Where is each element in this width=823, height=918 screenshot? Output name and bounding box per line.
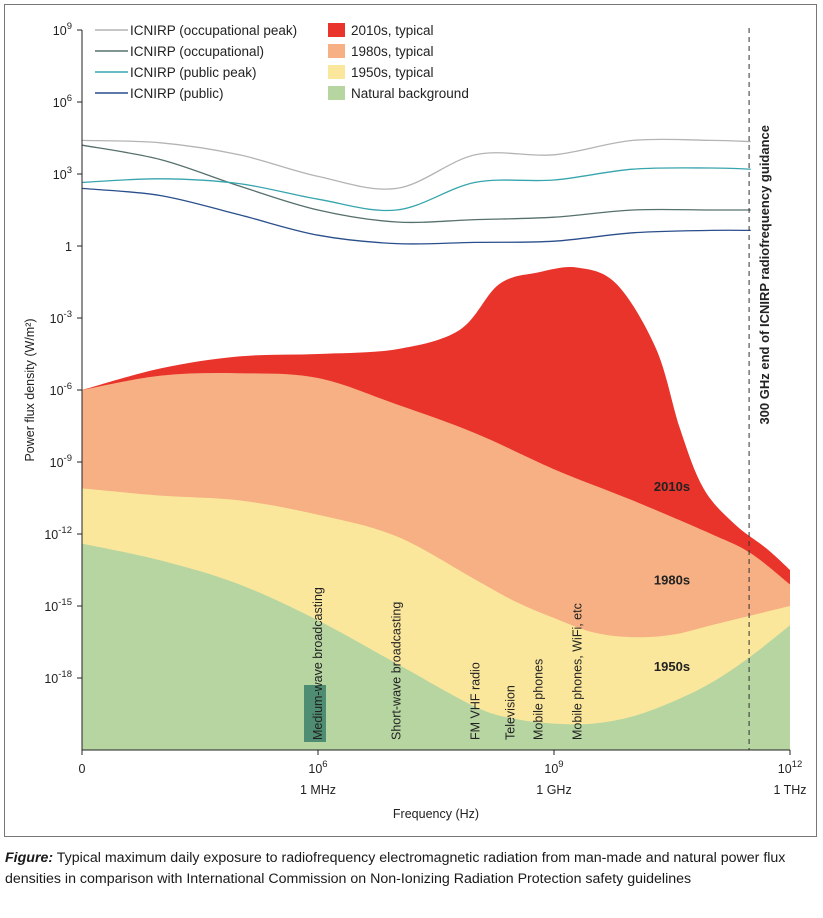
y-axis-title: Power flux density (W/m²) xyxy=(23,318,37,461)
x-tick-label: 1012 xyxy=(778,759,802,776)
x-tick-sublabel: 1 GHz xyxy=(536,783,571,797)
legend-label-icnirp-occupational: ICNIRP (occupational) xyxy=(130,44,264,59)
figure-frame xyxy=(4,4,817,837)
line-icnirp-public xyxy=(81,187,751,245)
x-tick-label: 109 xyxy=(544,759,563,776)
y-tick-label: 109 xyxy=(53,21,72,38)
annotation-mobile-phones: Mobile phones xyxy=(531,659,545,740)
annotation-short-wave-broadcasting: Short-wave broadcasting xyxy=(390,602,404,740)
y-tick-label: 10-9 xyxy=(50,453,72,470)
x-tick-sublabel: 1 MHz xyxy=(300,783,336,797)
annotation-television: Television xyxy=(504,685,518,740)
figure-caption: Figure: Typical maximum daily exposure t… xyxy=(5,848,815,890)
caption-text: Typical maximum daily exposure to radiof… xyxy=(5,850,786,887)
legend-swatch-1980s-typical xyxy=(328,44,345,58)
region-label-1980s: 1980s xyxy=(654,572,690,587)
y-tick-label: 10-6 xyxy=(50,381,72,398)
x-axis-title: Frequency (Hz) xyxy=(393,807,479,821)
y-tick-label: 106 xyxy=(53,93,72,110)
legend-swatch-natural-background xyxy=(328,86,345,100)
exposure-chart: 109 106 103 1 10-3 10-6 10-9 10-12 10-15 10-18 0 10… xyxy=(23,21,807,821)
region-label-1950s: 1950s xyxy=(654,659,690,674)
x-tick-sublabel: 1 THz xyxy=(773,783,806,797)
area-natural-background xyxy=(82,543,790,750)
legend-label-icnirp-occupational-peak: ICNIRP (occupational peak) xyxy=(130,23,297,38)
legend-label-icnirp-public: ICNIRP (public) xyxy=(130,86,224,101)
guidance-label: 300 GHz end of ICNIRP radiofrequency gui… xyxy=(757,125,772,425)
annotation-medium-wave-broadcasting: Medium-wave broadcasting xyxy=(311,587,325,740)
line-icnirp-occupational xyxy=(81,144,751,224)
annotation-fm-vhf-radio: FM VHF radio xyxy=(468,662,482,740)
line-layer xyxy=(81,138,751,245)
legend-swatch-2010s-typical xyxy=(328,23,345,37)
region-label-2010s: 2010s xyxy=(654,479,690,494)
line-icnirp-occupational-peak xyxy=(81,138,751,190)
y-tick-label: 10-12 xyxy=(44,525,72,542)
area-layer xyxy=(82,267,790,750)
y-tick-label: 10-18 xyxy=(44,669,72,686)
x-tick-label: 106 xyxy=(308,759,327,776)
legend-label-1980s-typical: 1980s, typical xyxy=(351,44,434,59)
legend-label-2010s-typical: 2010s, typical xyxy=(351,23,434,38)
y-tick-label: 1 xyxy=(65,240,72,254)
legend-swatch-1950s-typical xyxy=(328,65,345,79)
y-tick-label: 10-15 xyxy=(44,597,72,614)
legend-label-1950s-typical: 1950s, typical xyxy=(351,65,434,80)
legend-label-natural-background: Natural background xyxy=(351,86,469,101)
y-tick-label: 10-3 xyxy=(50,309,72,326)
legend-label-icnirp-public-peak: ICNIRP (public peak) xyxy=(130,65,257,80)
annotation-mobile-phones-wifi-etc: Mobile phones, WiFi, etc xyxy=(571,603,585,740)
annotation-layer: 300 GHz end of ICNIRP radiofrequency gui… xyxy=(304,28,772,750)
annotation-highlight xyxy=(304,685,326,742)
x-tick-label: 0 xyxy=(79,762,86,776)
legend: ICNIRP (occupational peak) ICNIRP (occupa… xyxy=(95,23,469,101)
y-tick-label: 103 xyxy=(53,165,72,182)
line-icnirp-public-peak xyxy=(81,167,751,212)
caption-lead: Figure: xyxy=(5,850,54,866)
